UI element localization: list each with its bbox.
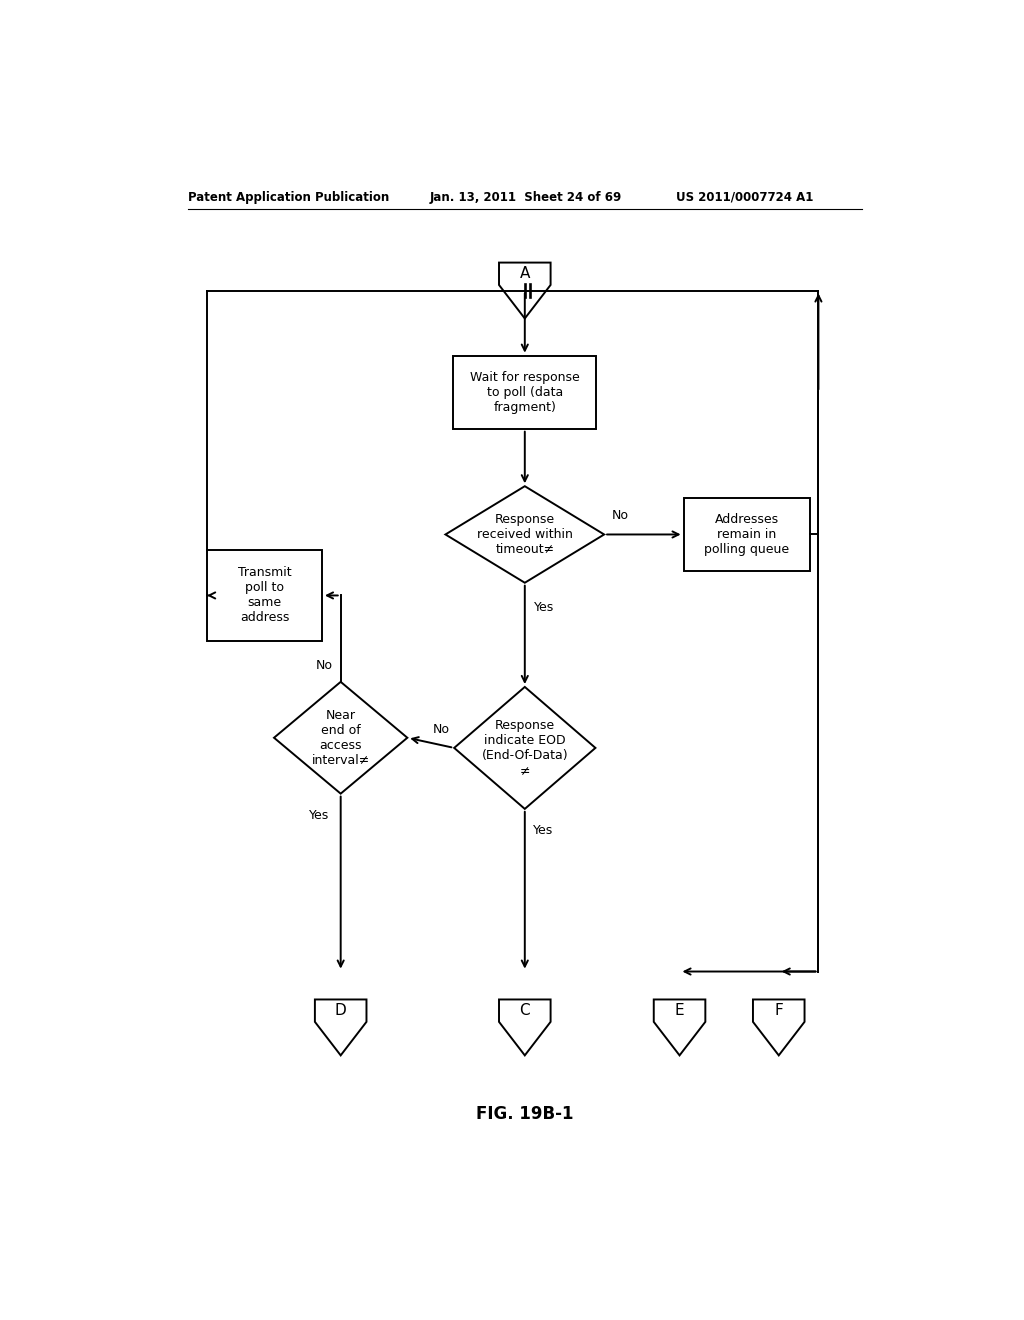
Text: Yes: Yes — [535, 601, 555, 614]
Text: Near
end of
access
interval≠: Near end of access interval≠ — [311, 709, 370, 767]
Text: Jan. 13, 2011  Sheet 24 of 69: Jan. 13, 2011 Sheet 24 of 69 — [430, 190, 622, 203]
Text: Patent Application Publication: Patent Application Publication — [187, 190, 389, 203]
Text: Yes: Yes — [532, 824, 553, 837]
Text: No: No — [612, 510, 629, 523]
Text: E: E — [675, 1003, 684, 1018]
Text: Wait for response
to poll (data
fragment): Wait for response to poll (data fragment… — [470, 371, 580, 413]
Text: Response
indicate EOD
(End-Of-Data)
≠: Response indicate EOD (End-Of-Data) ≠ — [481, 719, 568, 777]
Text: D: D — [335, 1003, 346, 1018]
Text: FIG. 19B-1: FIG. 19B-1 — [476, 1105, 573, 1123]
Bar — [207, 549, 322, 642]
Text: Yes: Yes — [308, 809, 329, 822]
Text: C: C — [519, 1003, 530, 1018]
Text: Transmit
poll to
same
address: Transmit poll to same address — [238, 566, 291, 624]
Text: US 2011/0007724 A1: US 2011/0007724 A1 — [676, 190, 813, 203]
Text: Response
received within
timeout≠: Response received within timeout≠ — [477, 513, 572, 556]
Text: No: No — [315, 659, 333, 672]
Bar — [454, 355, 596, 429]
Text: No: No — [433, 723, 451, 735]
Bar — [684, 498, 811, 572]
Text: Addresses
remain in
polling queue: Addresses remain in polling queue — [705, 513, 790, 556]
Text: F: F — [774, 1003, 783, 1018]
Text: A: A — [519, 267, 530, 281]
